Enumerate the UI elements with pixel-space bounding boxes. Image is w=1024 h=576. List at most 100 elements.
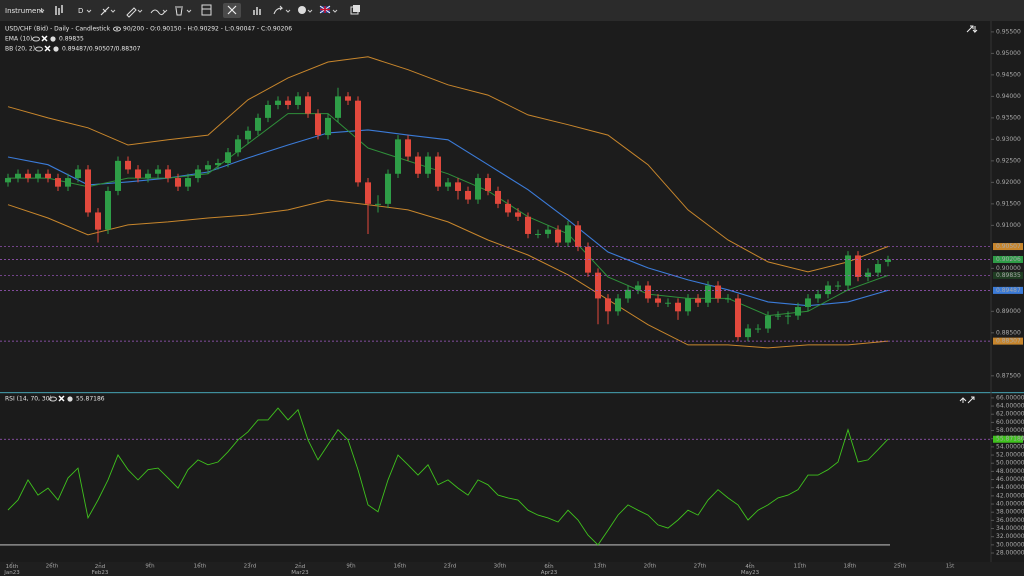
- candle-body: [865, 272, 871, 277]
- candle-type-button[interactable]: [55, 5, 63, 15]
- candle-body: [745, 328, 751, 338]
- candle-body: [775, 315, 781, 317]
- last-value-label: 0.90507: [996, 243, 1021, 250]
- candle-body: [505, 203, 511, 213]
- candle-body: [415, 156, 421, 174]
- candle-body: [645, 285, 651, 299]
- candle-body: [355, 100, 361, 183]
- x-tick-label: 16th Jan23: [3, 564, 20, 576]
- popout-button[interactable]: [350, 5, 360, 15]
- x-tick-label: 1st: [946, 564, 955, 570]
- last-value-tag: [993, 286, 1023, 294]
- candle-body: [285, 100, 291, 105]
- candle-body: [75, 169, 81, 179]
- candle-body: [405, 139, 411, 157]
- candle-body: [815, 294, 821, 299]
- candle-body: [575, 225, 581, 247]
- candle-body: [375, 203, 381, 205]
- x-tick-label: 2nd Feb23: [92, 564, 109, 576]
- x-tick-label: 20th: [644, 564, 657, 570]
- last-value-label: 0.89487: [996, 287, 1021, 294]
- interval-button[interactable]: D: [78, 7, 83, 15]
- candle-body: [625, 289, 631, 299]
- rsi-value: 55.87186: [76, 396, 105, 403]
- rsi-pane-controls[interactable]: [959, 396, 975, 404]
- y-tick-label: 0.89000: [996, 308, 1021, 315]
- candle-body: [475, 178, 481, 200]
- candle-body: [155, 169, 161, 174]
- candle-body: [225, 152, 231, 164]
- x-tick-label: 25th: [894, 564, 907, 570]
- candle-body: [685, 298, 691, 312]
- pane-controls[interactable]: [966, 25, 978, 34]
- legend-value: 0.89835: [59, 36, 84, 43]
- candle-body: [705, 285, 711, 303]
- indicator-button[interactable]: [150, 9, 168, 16]
- y-tick-label: 40.00000: [996, 501, 1024, 508]
- x-tick-label: 26th: [46, 564, 59, 570]
- x-tick-label: 16th: [194, 564, 207, 570]
- y-tick-label: 34.00000: [996, 525, 1024, 532]
- candle-body: [755, 328, 761, 330]
- chart-title: USD/CHF (Bid) - Daily - Candlestick: [5, 26, 111, 33]
- pen-tool-button[interactable]: [126, 7, 143, 18]
- language-button[interactable]: [319, 5, 338, 14]
- last-value-label: 0.88307: [996, 338, 1021, 345]
- bar-chart-button[interactable]: [253, 7, 261, 15]
- last-value-tag: [993, 255, 1023, 263]
- theme-button[interactable]: [298, 6, 313, 14]
- legend-icons[interactable]: [35, 45, 59, 52]
- candle-body: [765, 315, 771, 329]
- x-tick-label: 6th Apr23: [541, 564, 558, 576]
- candle-body: [345, 96, 351, 101]
- candle-body: [135, 169, 141, 179]
- drawing-tool-button[interactable]: [100, 6, 116, 16]
- x-tick-label: 16th: [394, 564, 407, 570]
- last-value-tag: [993, 271, 1023, 279]
- candle-body: [465, 190, 471, 200]
- legend-icons[interactable]: [49, 395, 73, 402]
- x-axis-area: [0, 562, 1024, 576]
- y-tick-label: 30.00000: [996, 541, 1024, 548]
- x-tick-label: 9th: [145, 564, 155, 570]
- visibility-icon[interactable]: [113, 26, 121, 32]
- candle-body: [125, 160, 131, 170]
- candle-body: [835, 285, 841, 287]
- candle-body: [385, 173, 391, 204]
- candle-body: [95, 212, 101, 230]
- candle-body: [715, 285, 721, 299]
- instrument-button[interactable]: Instrument: [5, 7, 44, 15]
- y-tick-label: 42.00000: [996, 492, 1024, 499]
- candle-body: [395, 139, 401, 174]
- candle-body: [325, 117, 331, 136]
- x-tick-label: 4th May23: [741, 564, 760, 576]
- share-button[interactable]: [273, 5, 291, 15]
- legend-icons[interactable]: [32, 35, 56, 42]
- y-tick-label: 0.92000: [996, 179, 1021, 186]
- y-tick-label: 0.93000: [996, 136, 1021, 143]
- bb-lower: [7, 199, 889, 349]
- layout-button[interactable]: [201, 4, 212, 16]
- candle-body: [725, 298, 731, 300]
- y-tick-label: 0.93500: [996, 114, 1021, 121]
- candle-body: [175, 178, 181, 187]
- candle-body: [545, 229, 551, 234]
- candle-body: [15, 173, 21, 179]
- candle-body: [845, 255, 851, 286]
- delete-button[interactable]: [175, 6, 192, 16]
- candle-body: [215, 163, 221, 166]
- candle-body: [45, 173, 51, 179]
- candle-body: [245, 130, 251, 140]
- y-tick-label: 66.00000: [996, 394, 1024, 401]
- bb-middle: [7, 129, 889, 307]
- candle-body: [265, 104, 271, 118]
- x-tick-label: 9th: [346, 564, 356, 570]
- candle-body: [295, 96, 301, 105]
- candle-body: [335, 96, 341, 118]
- rsi-line: [7, 407, 889, 546]
- legend-label: EMA (10): [5, 36, 32, 43]
- candle-body: [165, 169, 171, 179]
- candle-body: [595, 272, 601, 299]
- y-tick-label: 38.00000: [996, 509, 1024, 516]
